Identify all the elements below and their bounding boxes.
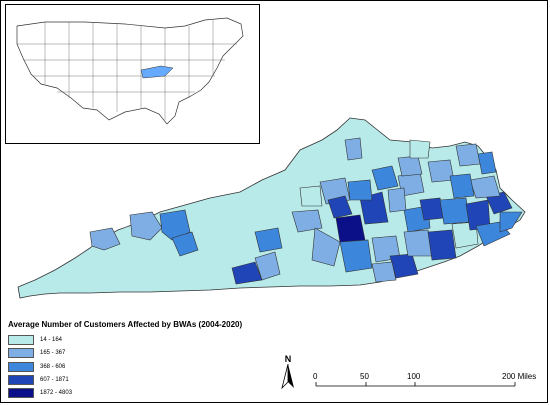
county-patch xyxy=(347,179,373,201)
county-patch xyxy=(299,185,323,207)
north-arrow-icon xyxy=(281,363,294,390)
county-patch xyxy=(371,261,397,283)
county-patch xyxy=(403,229,433,257)
legend: Average Number of Customers Affected by … xyxy=(8,320,308,400)
county-patch xyxy=(455,143,481,167)
legend-swatch xyxy=(8,335,34,345)
kentucky-highlight xyxy=(140,65,174,79)
county-patch xyxy=(409,139,431,159)
legend-item: 607 - 1871 xyxy=(8,374,308,386)
county-patch xyxy=(291,209,323,233)
scale-label-50: 50 xyxy=(360,372,369,381)
legend-swatch xyxy=(8,374,34,385)
county-patch xyxy=(254,251,281,281)
usa-outline xyxy=(16,17,244,125)
legend-label: 165 - 367 xyxy=(40,350,66,357)
county-patch xyxy=(335,214,366,243)
inset-usa-map xyxy=(16,17,244,125)
legend-item: 165 - 367 xyxy=(8,347,308,359)
north-arrow: N xyxy=(280,354,296,394)
county-patch xyxy=(171,231,199,257)
county-patch xyxy=(427,159,455,183)
legend-item: 368 - 606 xyxy=(8,361,308,373)
county-patch xyxy=(387,187,407,213)
north-arrow-letter: N xyxy=(284,354,292,364)
county-patch xyxy=(311,227,341,267)
county-patch xyxy=(469,175,501,199)
county-patch xyxy=(339,239,373,273)
scale-bar-graphic xyxy=(315,382,516,387)
county-patch xyxy=(371,165,399,191)
county-patch xyxy=(344,137,363,161)
county-patch xyxy=(89,227,121,251)
legend-label: 607 - 1871 xyxy=(40,376,69,383)
legend-label: 368 - 606 xyxy=(40,363,66,370)
legend-label: 14 - 164 xyxy=(40,337,63,343)
county-patch xyxy=(327,195,353,219)
scale-label-200: 200 Miles xyxy=(502,372,537,381)
county-patch xyxy=(477,151,497,175)
legend-item: 14 - 164 xyxy=(8,334,308,346)
county-patch xyxy=(129,211,163,241)
scale-label-0: 0 xyxy=(313,372,318,381)
legend-title: Average Number of Customers Affected by … xyxy=(8,320,243,329)
county-patch xyxy=(499,211,523,233)
county-patch xyxy=(439,197,471,225)
county-patch xyxy=(427,229,457,261)
legend-swatch xyxy=(8,361,34,372)
county-patch xyxy=(449,173,475,199)
inset-map-frame xyxy=(5,4,260,144)
county-patch xyxy=(254,227,283,253)
county-patch xyxy=(397,155,423,177)
legend-swatch xyxy=(8,388,34,399)
legend-swatch xyxy=(8,348,34,359)
legend-item: 1872 - 4803 xyxy=(8,387,308,399)
scale-label-100: 100 xyxy=(407,372,421,381)
legend-label: 1872 - 4803 xyxy=(40,390,73,397)
